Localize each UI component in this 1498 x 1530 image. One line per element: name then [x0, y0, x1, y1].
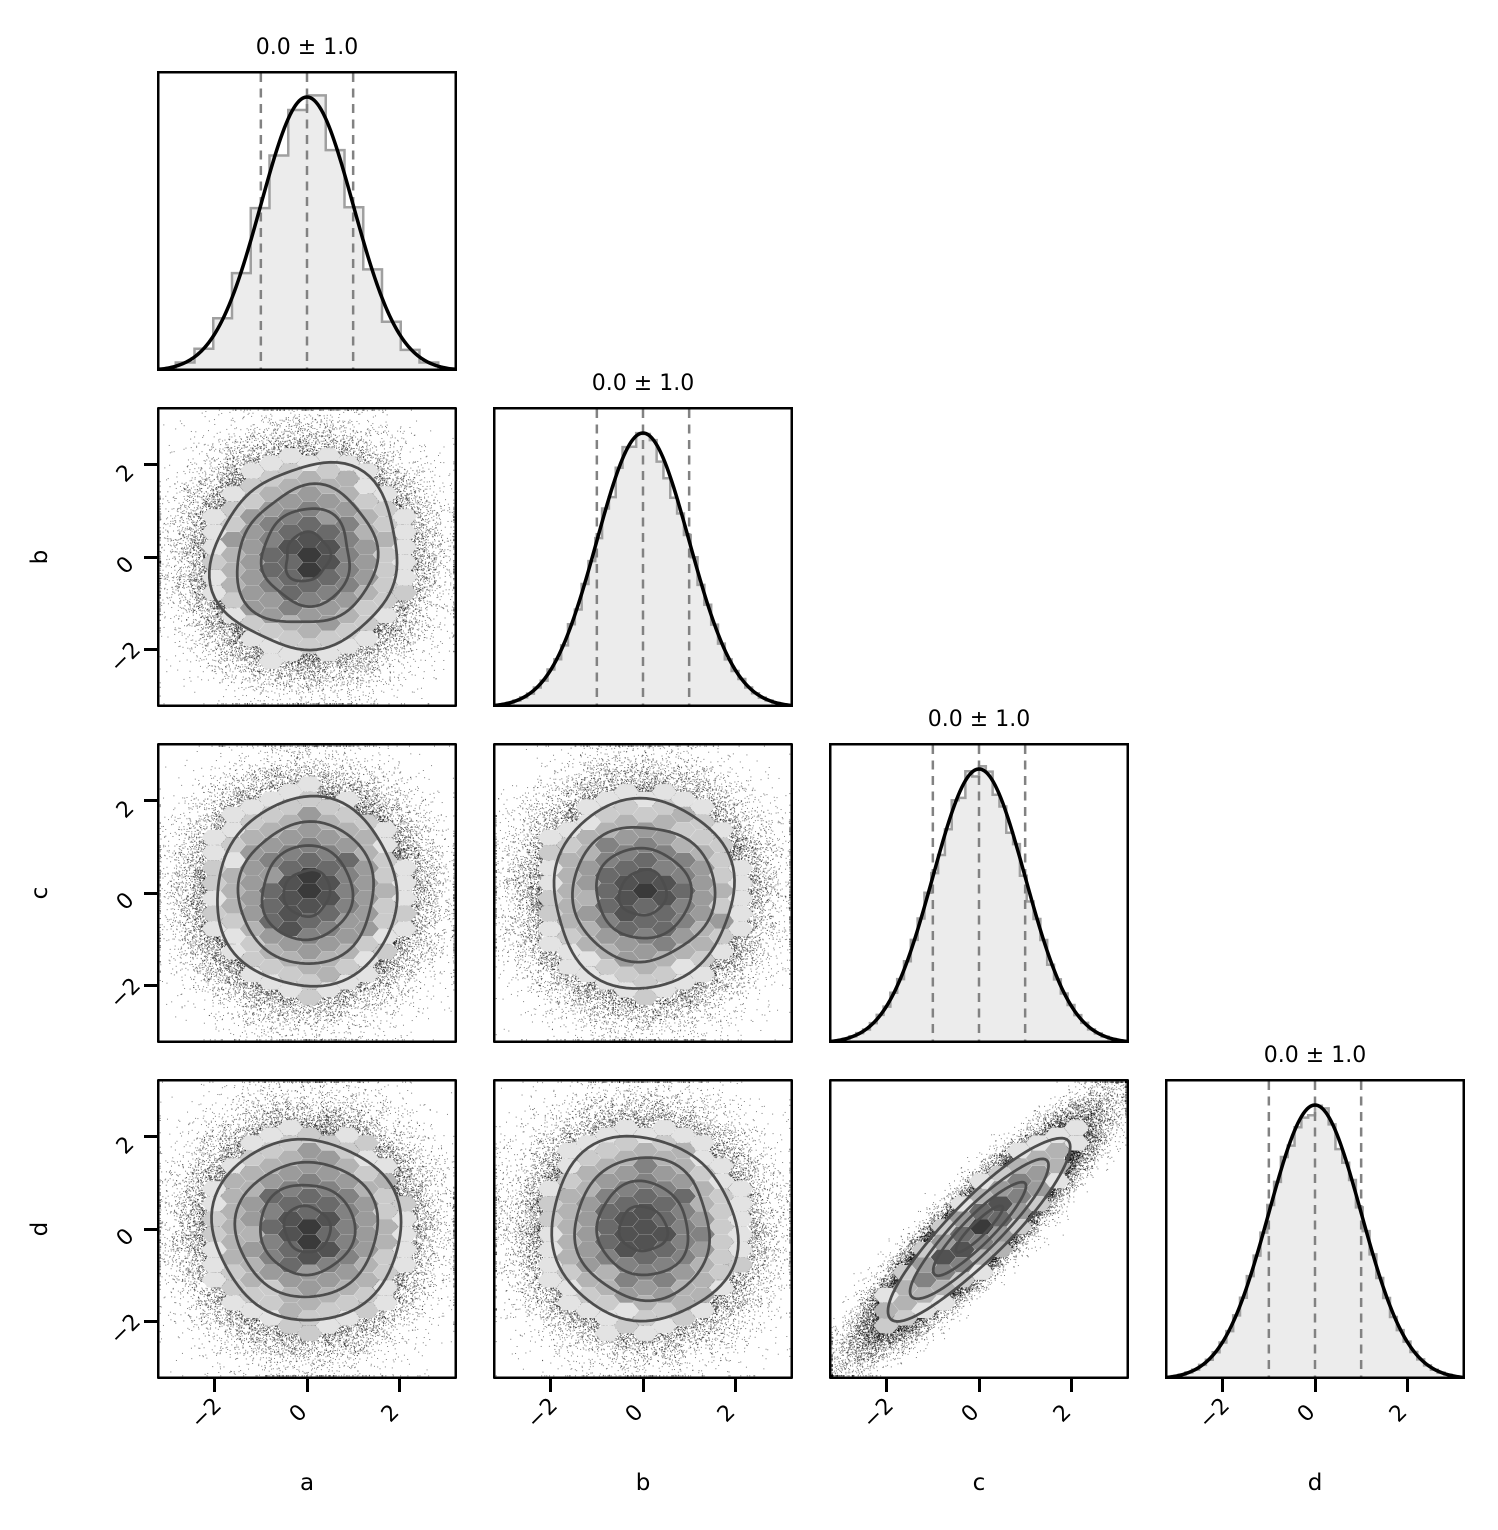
panel-hist-d: [1165, 1079, 1465, 1379]
diag-title-b: 0.0 ± 1.0: [591, 371, 695, 396]
panel-c-vs-b: [493, 743, 793, 1043]
x-axis-label-d: d: [1307, 1470, 1323, 1496]
x-tick: [213, 1379, 217, 1392]
y-tick: [144, 799, 157, 803]
x-tick-label: 2: [377, 1399, 405, 1428]
y-axis-label-c: c: [27, 886, 53, 900]
x-tick-label: 2: [713, 1399, 741, 1428]
hist-canvas-c: [829, 743, 1129, 1043]
x-tick-label: 0: [620, 1399, 649, 1428]
panel-d-vs-b: [493, 1079, 793, 1379]
y-tick: [144, 647, 157, 651]
y-tick-label: 0: [111, 551, 140, 580]
density-canvas-b-a: [157, 407, 457, 707]
x-tick: [733, 1379, 737, 1392]
diag-title-d: 0.0 ± 1.0: [1263, 1043, 1367, 1068]
panel-c-vs-a: [157, 743, 457, 1043]
y-tick: [144, 1227, 157, 1231]
y-axis-label-b: b: [27, 549, 53, 565]
x-tick: [641, 1379, 645, 1392]
y-tick: [144, 983, 157, 987]
density-canvas-d-a: [157, 1079, 457, 1379]
y-tick-label: 0: [111, 887, 140, 916]
diag-title-c: 0.0 ± 1.0: [927, 707, 1031, 732]
y-tick: [144, 463, 157, 467]
hist-canvas-b: [493, 407, 793, 707]
panel-hist-b: [493, 407, 793, 707]
panel-d-vs-c: [829, 1079, 1129, 1379]
y-tick-label: 0: [111, 1223, 140, 1252]
x-tick: [977, 1379, 981, 1392]
x-tick: [1069, 1379, 1073, 1392]
hist-canvas-d: [1165, 1079, 1465, 1379]
x-tick: [549, 1379, 553, 1392]
density-canvas-d-c: [829, 1079, 1129, 1379]
y-tick: [144, 1135, 157, 1139]
y-tick-label: 2: [111, 1131, 140, 1160]
x-tick-label: 0: [284, 1399, 313, 1428]
x-tick-label: 0: [956, 1399, 985, 1428]
y-tick-label: −2: [105, 637, 146, 679]
y-tick-label: −2: [105, 1309, 146, 1351]
density-canvas-c-a: [157, 743, 457, 1043]
y-tick: [144, 1319, 157, 1323]
panel-d-vs-a: [157, 1079, 457, 1379]
x-tick: [885, 1379, 889, 1392]
x-axis-label-b: b: [635, 1470, 651, 1496]
x-axis-label-c: c: [972, 1470, 986, 1496]
x-axis-label-a: a: [299, 1470, 315, 1496]
hist-canvas-a: [157, 71, 457, 371]
y-tick-label: 2: [111, 459, 140, 488]
y-tick-label: −2: [105, 973, 146, 1015]
density-canvas-c-b: [493, 743, 793, 1043]
x-tick-label: −2: [186, 1393, 227, 1434]
panel-hist-a: [157, 71, 457, 371]
x-tick-label: 2: [1385, 1399, 1413, 1428]
x-tick-label: −2: [1194, 1393, 1235, 1434]
x-tick: [397, 1379, 401, 1392]
x-tick-label: −2: [858, 1393, 899, 1434]
density-canvas-d-b: [493, 1079, 793, 1379]
panel-hist-c: [829, 743, 1129, 1043]
y-axis-label-d: d: [27, 1221, 53, 1237]
y-tick: [144, 891, 157, 895]
x-tick: [305, 1379, 309, 1392]
x-tick-label: 0: [1292, 1399, 1321, 1428]
x-tick-label: −2: [522, 1393, 563, 1434]
y-tick-label: 2: [111, 795, 140, 824]
x-tick: [1313, 1379, 1317, 1392]
y-tick: [144, 555, 157, 559]
x-tick-label: 2: [1049, 1399, 1077, 1428]
x-tick: [1221, 1379, 1225, 1392]
x-tick: [1405, 1379, 1409, 1392]
panel-b-vs-a: [157, 407, 457, 707]
diag-title-a: 0.0 ± 1.0: [255, 35, 359, 60]
